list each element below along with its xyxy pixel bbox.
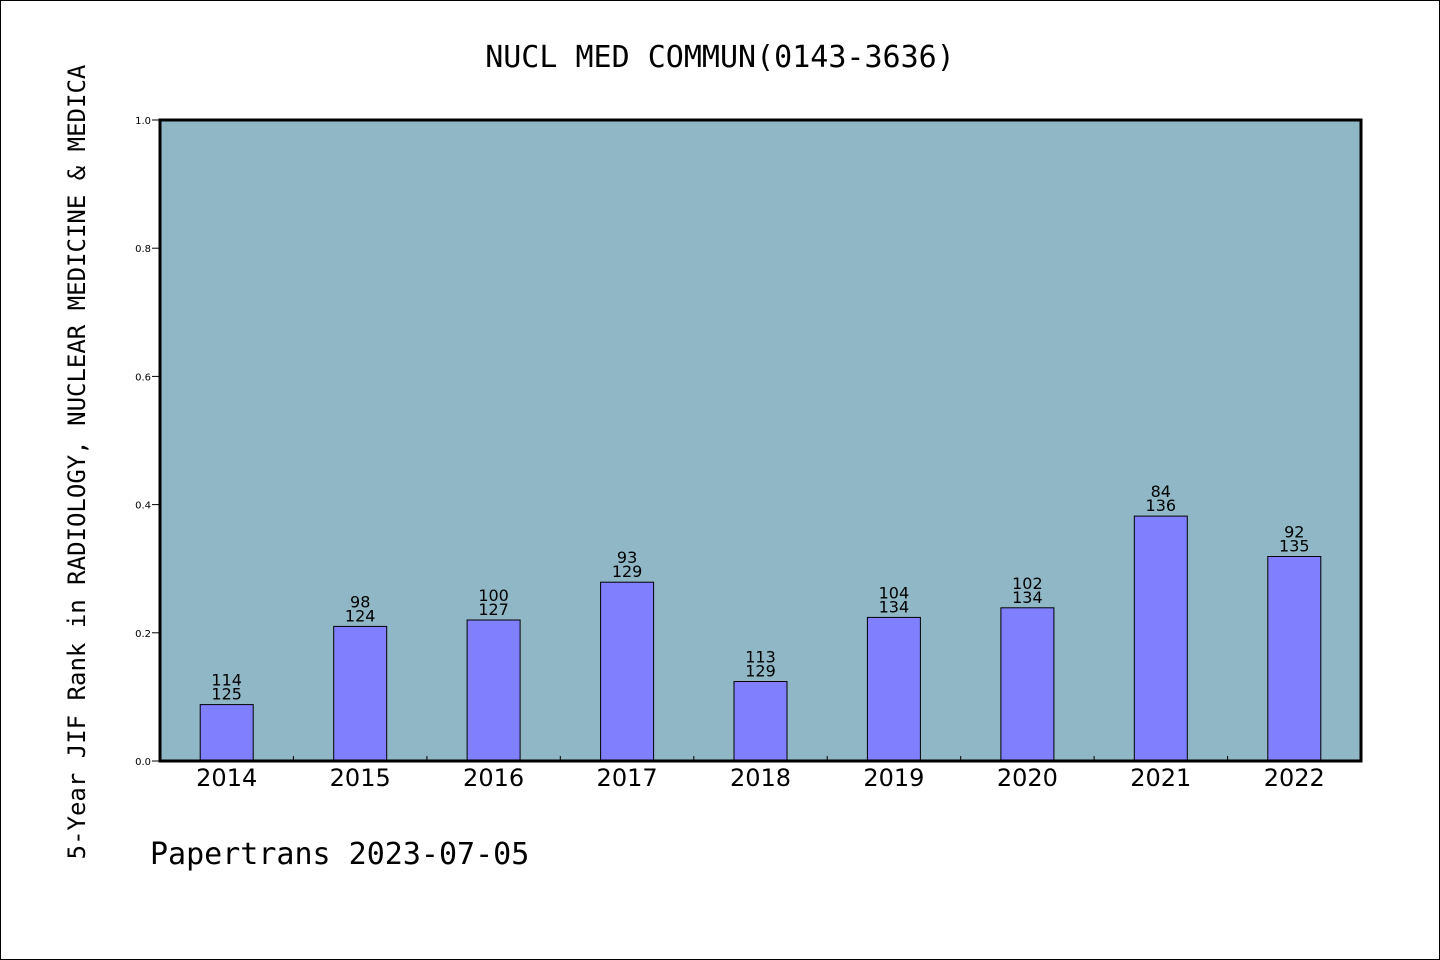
data-label-total-2022: 135 xyxy=(1279,537,1310,556)
x-tick-label-2019: 2019 xyxy=(863,764,924,792)
data-label-total-2021: 136 xyxy=(1146,496,1177,515)
bars xyxy=(199,515,1322,762)
x-tick-label-2020: 2020 xyxy=(997,764,1058,792)
x-tick-label-2014: 2014 xyxy=(196,764,257,792)
y-tick-label-0.4: 0.4 xyxy=(135,501,151,512)
y-tick-label-0.8: 0.8 xyxy=(135,244,151,255)
y-tick-label-0.0: 0.0 xyxy=(135,757,151,768)
data-label-total-2015: 124 xyxy=(345,606,376,625)
y-axis: 0.0 0.2 0.4 0.6 0.8 1.0 xyxy=(135,116,160,768)
y-axis-label: 5-Year JIF Rank in RADIOLOGY, NUCLEAR ME… xyxy=(63,64,91,859)
data-label-total-2020: 134 xyxy=(1012,588,1043,607)
footer-credit: Papertrans 2023-07-05 xyxy=(150,837,529,872)
x-tick-label-2015: 2015 xyxy=(330,764,391,792)
y-tick-label-0.2: 0.2 xyxy=(135,629,151,640)
data-label-rank-2018: 113 xyxy=(745,648,776,667)
data-label-total-2019: 134 xyxy=(879,597,910,616)
x-tick-label-2018: 2018 xyxy=(730,764,791,792)
bar-2015 xyxy=(333,625,388,762)
x-tick-label-2021: 2021 xyxy=(1130,764,1191,792)
data-labels: 1141259812410012793129113129104134102134… xyxy=(211,482,1309,703)
bar-2018 xyxy=(733,681,788,762)
data-label-total-2018: 129 xyxy=(745,662,776,681)
data-label-rank-2017: 93 xyxy=(617,548,637,567)
bar-2021 xyxy=(1133,515,1188,762)
x-tick-label-2022: 2022 xyxy=(1264,764,1325,792)
y-tick-label-0.6: 0.6 xyxy=(135,372,151,383)
data-label-total-2017: 129 xyxy=(612,562,643,581)
data-label-total-2016: 127 xyxy=(478,600,509,619)
bar-2017 xyxy=(600,581,655,762)
data-label-rank-2016: 100 xyxy=(478,586,509,605)
bar-2022 xyxy=(1267,556,1322,762)
data-label-total-2014: 125 xyxy=(211,685,242,704)
data-label-rank-2014: 114 xyxy=(211,671,242,690)
bar-2019 xyxy=(866,616,921,762)
bar-2014 xyxy=(199,704,254,762)
data-label-rank-2020: 102 xyxy=(1012,574,1043,593)
x-tick-label-2016: 2016 xyxy=(463,764,524,792)
bar-2020 xyxy=(1000,607,1055,762)
x-tick-label-2017: 2017 xyxy=(597,764,658,792)
plot-border xyxy=(158,118,1363,763)
bar-2016 xyxy=(466,619,521,762)
chart-title: NUCL MED COMMUN(0143-3636) xyxy=(485,40,955,75)
y-tick-label-1.0: 1.0 xyxy=(135,116,151,127)
data-label-rank-2019: 104 xyxy=(879,583,910,602)
data-label-rank-2021: 84 xyxy=(1151,482,1171,501)
x-axis: 2014 2015 2016 2017 2018 2019 2020 2021 2022 xyxy=(196,756,1325,792)
data-label-rank-2015: 98 xyxy=(350,592,370,611)
data-label-rank-2022: 92 xyxy=(1284,523,1304,542)
